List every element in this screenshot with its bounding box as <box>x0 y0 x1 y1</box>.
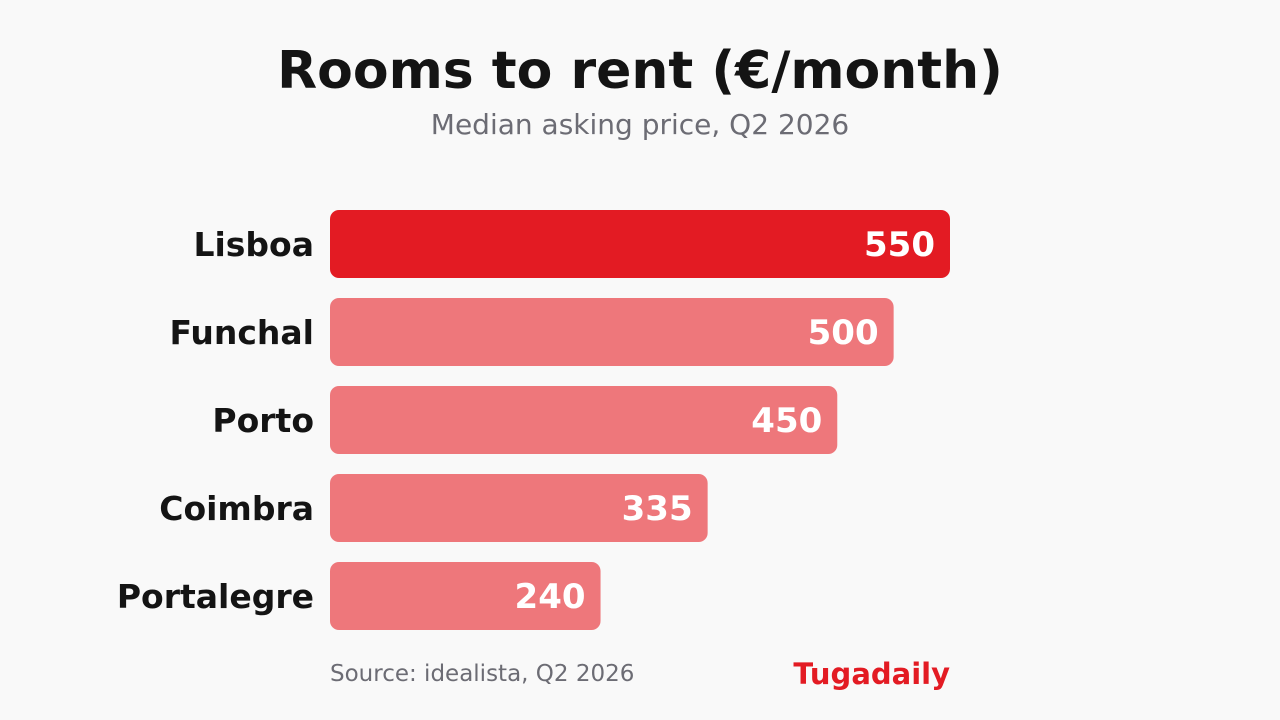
bar-lisboa <box>330 210 950 278</box>
value-label-portalegre: 240 <box>515 577 586 617</box>
value-label-funchal: 500 <box>808 313 879 353</box>
category-label-lisboa: Lisboa <box>193 225 314 264</box>
bar-portalegre <box>330 562 601 630</box>
source-note: Source: idealista, Q2 2026 <box>330 661 635 687</box>
category-label-coimbra: Coimbra <box>159 489 314 528</box>
chart-title: Rooms to rent (€/month) <box>277 41 1003 101</box>
category-label-porto: Porto <box>212 401 314 440</box>
category-label-funchal: Funchal <box>169 313 314 352</box>
category-label-portalegre: Portalegre <box>117 577 314 616</box>
bar-coimbra <box>330 474 708 542</box>
chart-subtitle: Median asking price, Q2 2026 <box>430 108 850 141</box>
bar-porto <box>330 386 838 454</box>
brand-logo: Tugadaily <box>793 657 950 691</box>
bar-funchal <box>330 298 894 366</box>
value-label-lisboa: 550 <box>864 225 935 265</box>
value-label-coimbra: 335 <box>622 489 693 529</box>
value-label-porto: 450 <box>751 401 822 441</box>
